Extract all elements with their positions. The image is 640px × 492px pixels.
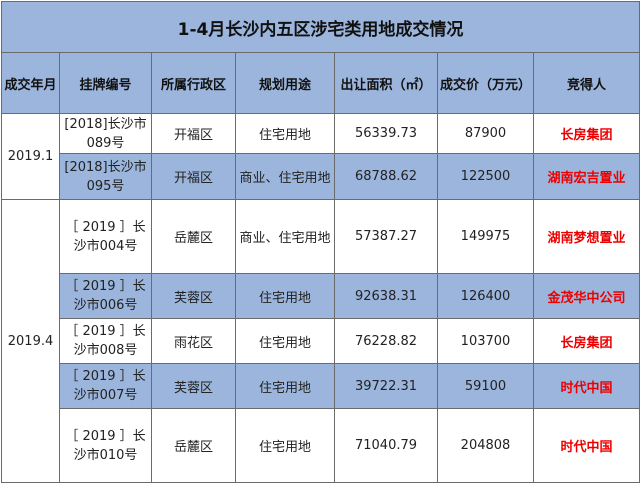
district-cell: 岳麓区: [151, 199, 236, 274]
code-line-2: 沙市010号: [73, 447, 138, 463]
month-cell: 2019.4: [1, 199, 60, 483]
area-cell: 71040.79: [334, 408, 438, 483]
price-cell: 59100: [437, 363, 534, 409]
use-cell: 住宅用地: [235, 113, 335, 154]
header-code: 挂牌编号: [59, 52, 152, 114]
code-cell: [2018]长沙市 095号: [59, 153, 152, 200]
area-cell: 57387.27: [334, 199, 438, 274]
use-cell: 住宅用地: [235, 408, 335, 483]
table-title: 1-4月长沙内五区涉宅类用地成交情况: [1, 1, 640, 53]
header-winner: 竞得人: [533, 52, 640, 114]
table-row: ［ 2019 ］长 沙市006号 芙蓉区 住宅用地 92638.31 12640…: [2, 273, 640, 319]
winner-cell: 湖南梦想置业: [533, 199, 640, 274]
code-cell: ［ 2019 ］长 沙市007号: [59, 363, 152, 409]
price-cell: 122500: [437, 153, 534, 200]
district-cell: 岳麓区: [151, 408, 236, 483]
price-cell: 103700: [437, 318, 534, 364]
code-cell: ［ 2019 ］长 沙市010号: [59, 408, 152, 483]
code-cell: [2018]长沙市 089号: [59, 113, 152, 154]
table-row: ［ 2019 ］长 沙市007号 芙蓉区 住宅用地 39722.31 59100…: [2, 363, 640, 409]
winner-cell: 金茂华中公司: [533, 273, 640, 319]
code-cell: ［ 2019 ］长 沙市004号: [59, 199, 152, 274]
code-line-1: [2018]长沙市: [64, 116, 147, 132]
header-row: 成交年月 挂牌编号 所属行政区 规划用途 出让面积（㎡） 成交价（万元） 竞得人: [1, 52, 640, 114]
land-transaction-table: 1-4月长沙内五区涉宅类用地成交情况 成交年月 挂牌编号 所属行政区 规划用途 …: [1, 1, 640, 483]
use-cell: 住宅用地: [235, 273, 335, 319]
code-line-1: ［ 2019 ］长: [65, 369, 146, 384]
use-cell: 商业、住宅用地: [235, 153, 335, 200]
code-cell: ［ 2019 ］长 沙市006号: [59, 273, 152, 319]
month-cell: 2019.1: [1, 113, 60, 200]
district-cell: 开福区: [151, 153, 236, 200]
code-line-2: 095号: [86, 178, 125, 194]
code-line-1: ［ 2019 ］长: [65, 219, 146, 235]
code-line-2: 089号: [86, 135, 125, 151]
code-line-1: [2018]长沙市: [64, 159, 147, 175]
price-cell: 204808: [437, 408, 534, 483]
code-line-1: ［ 2019 ］长: [65, 324, 146, 339]
price-cell: 87900: [437, 113, 534, 154]
price-cell: 126400: [437, 273, 534, 319]
area-cell: 56339.73: [334, 113, 438, 154]
header-price: 成交价（万元）: [437, 52, 534, 114]
use-cell: 住宅用地: [235, 363, 335, 409]
district-cell: 芙蓉区: [151, 273, 236, 319]
code-line-1: ［ 2019 ］长: [65, 279, 146, 294]
area-cell: 92638.31: [334, 273, 438, 319]
district-cell: 芙蓉区: [151, 363, 236, 409]
header-area: 出让面积（㎡）: [334, 52, 438, 114]
winner-cell: 时代中国: [533, 363, 640, 409]
district-cell: 雨花区: [151, 318, 236, 364]
price-cell: 149975: [437, 199, 534, 274]
table-row: 2019.4 ［ 2019 ］长 沙市004号 岳麓区 商业、住宅用地 5738…: [1, 199, 640, 483]
code-cell: ［ 2019 ］长 沙市008号: [59, 318, 152, 364]
table-row: ［ 2019 ］长 沙市008号 雨花区 住宅用地 76228.82 10370…: [2, 318, 640, 364]
use-cell: 商业、住宅用地: [235, 199, 335, 274]
code-line-1: ［ 2019 ］长: [65, 428, 146, 444]
winner-cell: 时代中国: [533, 408, 640, 483]
table-row: 2019.1 [2018]长沙市 089号 开福区 住宅用地 56339.73 …: [1, 113, 640, 200]
code-line-2: 沙市008号: [73, 343, 138, 358]
header-use: 规划用途: [235, 52, 335, 114]
winner-cell: 湖南宏吉置业: [533, 153, 640, 200]
code-line-2: 沙市004号: [73, 238, 138, 254]
district-cell: 开福区: [151, 113, 236, 154]
winner-cell: 长房集团: [533, 113, 640, 154]
area-cell: 39722.31: [334, 363, 438, 409]
header-month: 成交年月: [1, 52, 60, 114]
code-line-2: 沙市006号: [73, 298, 138, 313]
code-line-2: 沙市007号: [73, 388, 138, 403]
winner-cell: 长房集团: [533, 318, 640, 364]
table-row: [2018]长沙市 095号 开福区 商业、住宅用地 68788.62 1225…: [2, 153, 640, 200]
area-cell: 76228.82: [334, 318, 438, 364]
area-cell: 68788.62: [334, 153, 438, 200]
header-district: 所属行政区: [151, 52, 236, 114]
use-cell: 住宅用地: [235, 318, 335, 364]
table-row: ［ 2019 ］长 沙市010号 岳麓区 住宅用地 71040.79 20480…: [2, 408, 640, 483]
